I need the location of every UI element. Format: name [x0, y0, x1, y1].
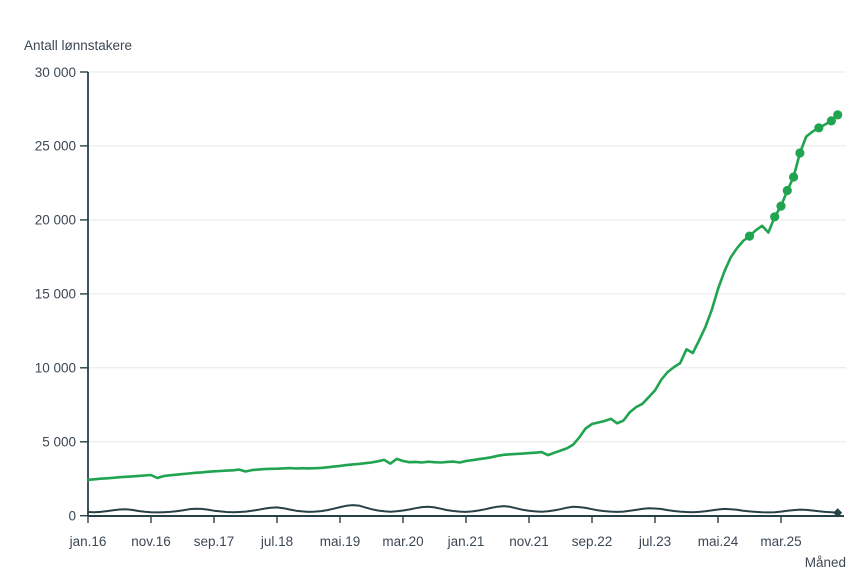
x-tick-label: mai.24	[698, 534, 739, 549]
x-tick-label: sep.22	[572, 534, 613, 549]
series-green-point-marker[interactable]	[826, 116, 837, 126]
x-tick-label: mar.25	[760, 534, 801, 549]
series-green-point-marker[interactable]	[795, 148, 805, 158]
y-tick-label: 20 000	[35, 213, 76, 228]
series-dark-line[interactable]	[87, 504, 839, 514]
x-tick-label: jan.16	[69, 534, 107, 549]
x-axis-title: Måned	[804, 555, 846, 570]
series-green-point-marker[interactable]	[833, 110, 843, 120]
y-tick-label: 30 000	[35, 65, 76, 80]
series-green-point-marker[interactable]	[770, 212, 780, 222]
x-tick-label: mai.19	[320, 534, 361, 549]
y-tick-label: 25 000	[35, 139, 76, 154]
x-tick-label: nov.16	[131, 534, 171, 549]
y-tick-label: 15 000	[35, 287, 76, 302]
series-green-point-marker[interactable]	[782, 185, 792, 196]
series-green-point-marker[interactable]	[789, 172, 799, 182]
y-tick-label: 5 000	[42, 435, 76, 450]
series-dark-diamond-marker[interactable]	[833, 508, 843, 518]
series-green-line[interactable]	[86, 113, 840, 482]
x-tick-label: jan.21	[447, 534, 485, 549]
y-tick-label: 0	[68, 509, 76, 524]
x-tick-label: sep.17	[194, 534, 235, 549]
y-axis-title: Antall lønnstakere	[24, 38, 133, 53]
series-green-point-marker[interactable]	[776, 201, 786, 211]
x-tick-label: jul.18	[260, 534, 293, 549]
series-green-point-marker[interactable]	[814, 123, 824, 133]
series-green-point-marker[interactable]	[744, 231, 755, 241]
y-tick-label: 10 000	[35, 361, 76, 376]
x-tick-label: nov.21	[509, 534, 549, 549]
x-tick-label: mar.20	[382, 534, 423, 549]
x-tick-label: jul.23	[638, 534, 671, 549]
